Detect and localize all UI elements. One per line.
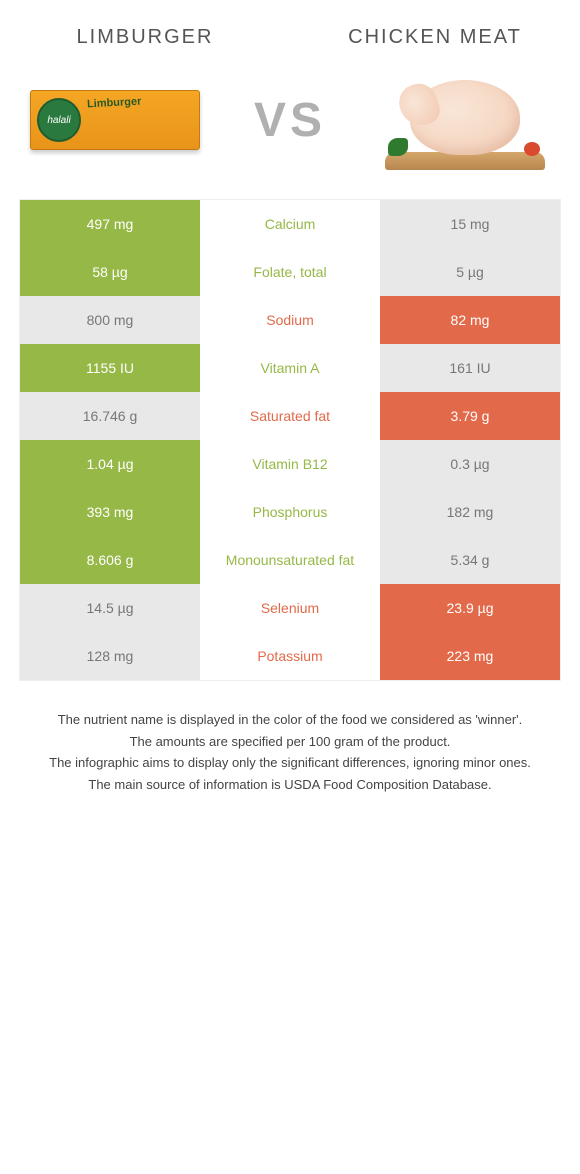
nutrient-name: Folate, total <box>200 248 380 296</box>
nutrient-name: Saturated fat <box>200 392 380 440</box>
right-food-title: Chicken Meat <box>320 24 550 50</box>
table-row: 8.606 gMonounsaturated fat5.34 g <box>20 536 560 584</box>
right-value: 161 IU <box>380 344 560 392</box>
right-value: 82 mg <box>380 296 560 344</box>
footnote-line: The main source of information is USDA F… <box>30 775 550 795</box>
left-value: 58 µg <box>20 248 200 296</box>
table-row: 16.746 gSaturated fat3.79 g <box>20 392 560 440</box>
left-value: 800 mg <box>20 296 200 344</box>
chicken-image <box>380 70 550 170</box>
left-value: 497 mg <box>20 200 200 248</box>
header-titles: Limburger Chicken Meat <box>0 0 580 60</box>
footnote-line: The infographic aims to display only the… <box>30 753 550 773</box>
comparison-infographic: Limburger Chicken Meat halali Limburger … <box>0 0 580 794</box>
right-value: 23.9 µg <box>380 584 560 632</box>
vs-label: VS <box>254 93 326 148</box>
left-value: 128 mg <box>20 632 200 680</box>
nutrient-name: Phosphorus <box>200 488 380 536</box>
nutrient-name: Vitamin B12 <box>200 440 380 488</box>
nutrient-name: Monounsaturated fat <box>200 536 380 584</box>
table-row: 393 mgPhosphorus182 mg <box>20 488 560 536</box>
table-row: 1155 IUVitamin A161 IU <box>20 344 560 392</box>
nutrient-name: Potassium <box>200 632 380 680</box>
nutrient-name: Sodium <box>200 296 380 344</box>
table-row: 497 mgCalcium15 mg <box>20 200 560 248</box>
table-row: 1.04 µgVitamin B120.3 µg <box>20 440 560 488</box>
nutrient-name: Vitamin A <box>200 344 380 392</box>
nutrient-name: Selenium <box>200 584 380 632</box>
right-value: 223 mg <box>380 632 560 680</box>
nutrient-name: Calcium <box>200 200 380 248</box>
limburger-image: halali Limburger <box>30 70 200 170</box>
left-value: 1.04 µg <box>20 440 200 488</box>
right-value: 0.3 µg <box>380 440 560 488</box>
right-value: 182 mg <box>380 488 560 536</box>
footnotes: The nutrient name is displayed in the co… <box>30 710 550 794</box>
left-value: 16.746 g <box>20 392 200 440</box>
right-value: 3.79 g <box>380 392 560 440</box>
table-row: 14.5 µgSelenium23.9 µg <box>20 584 560 632</box>
table-row: 128 mgPotassium223 mg <box>20 632 560 680</box>
right-value: 5 µg <box>380 248 560 296</box>
left-value: 8.606 g <box>20 536 200 584</box>
footnote-line: The nutrient name is displayed in the co… <box>30 710 550 730</box>
vs-row: halali Limburger VS <box>0 60 580 200</box>
footnote-line: The amounts are specified per 100 gram o… <box>30 732 550 752</box>
table-row: 58 µgFolate, total5 µg <box>20 248 560 296</box>
left-food-title: Limburger <box>30 24 260 50</box>
table-row: 800 mgSodium82 mg <box>20 296 560 344</box>
nutrient-table: 497 mgCalcium15 mg58 µgFolate, total5 µg… <box>20 200 560 680</box>
right-value: 15 mg <box>380 200 560 248</box>
right-value: 5.34 g <box>380 536 560 584</box>
left-value: 393 mg <box>20 488 200 536</box>
left-value: 14.5 µg <box>20 584 200 632</box>
left-value: 1155 IU <box>20 344 200 392</box>
